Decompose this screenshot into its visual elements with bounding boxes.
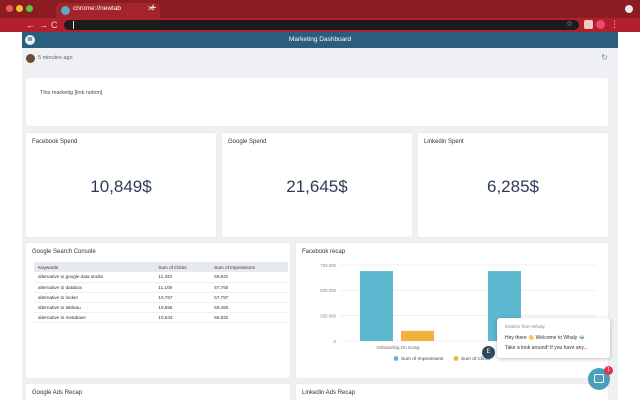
table-row: alternative to metabase 10,643 56,832	[34, 312, 288, 323]
y-tick-label: 250,000	[320, 313, 336, 318]
table-cell: alternative to metabase	[34, 312, 155, 323]
app-header: W Marketing Dashboard	[22, 32, 618, 48]
user-avatar[interactable]	[26, 54, 35, 63]
tab-title: chrome://newtab	[73, 5, 122, 12]
legend-swatch	[393, 356, 399, 361]
table-cell: 11,108	[154, 282, 211, 293]
x-tick-label: Onboarding On Going	[377, 345, 421, 350]
column-header-keywords[interactable]: Keywords	[34, 262, 155, 272]
table-cell: alternative to tableau	[34, 302, 155, 313]
back-arrow-icon[interactable]: ←	[26, 20, 35, 30]
table-cell: 57,797	[210, 292, 288, 303]
column-header-impressions[interactable]: Sum of Impressions	[210, 262, 288, 272]
card-title: Linkedin Ads Recap	[302, 390, 356, 396]
bookmark-star-icon[interactable]: ☆	[565, 19, 573, 28]
card-title: Google Search Console	[32, 249, 96, 255]
whaly-logo-icon[interactable]: W	[25, 35, 35, 45]
table-cell: 10,767	[154, 292, 211, 303]
kpi-title: Linkedin Spent	[424, 139, 464, 145]
legend-label: Sum of Impressions	[401, 356, 444, 362]
tab-close-icon[interactable]: ✕	[147, 4, 154, 13]
window-minimize-button[interactable]	[16, 5, 23, 12]
table-cell: 59,450	[210, 302, 288, 313]
chat-agent-avatar[interactable]: E	[482, 346, 495, 359]
kpi-title: Google Spend	[228, 139, 267, 145]
table-cell: 59,831	[210, 272, 288, 283]
browser-tab-bar: chrome://newtab ✕ +	[0, 0, 640, 18]
chat-message-line: Take a look around! If you have any...	[505, 345, 588, 351]
extensions-puzzle-icon[interactable]	[584, 20, 593, 29]
table-cell: alternative to databox	[34, 282, 155, 293]
table-cell: 10,656	[154, 302, 211, 313]
new-tab-button[interactable]: +	[150, 2, 157, 14]
page-title: Marketing Dashboard	[288, 36, 352, 43]
kpi-value: 6,285$	[487, 177, 539, 196]
chat-message-popup[interactable]: Ibrahim from Whaly Hey there 👋 Welcome t…	[497, 318, 610, 358]
unread-badge: 1	[604, 366, 613, 375]
google-ads-recap-card: Google Ads Recap	[26, 384, 290, 400]
address-bar[interactable]: ☆	[64, 19, 579, 30]
y-tick-label: 0	[334, 339, 337, 344]
y-tick-label: 750,000	[320, 263, 336, 268]
text-caret	[73, 21, 74, 29]
card-title: Google Ads Recap	[32, 390, 83, 396]
note-card: This marketig [link notion]	[26, 78, 608, 126]
chat-message-line: Hey there 👋 Welcome to Whaly 🐳	[505, 335, 585, 341]
forward-arrow-icon[interactable]: →	[39, 20, 48, 30]
table-row: alternative to looker 10,767 57,797	[34, 292, 288, 303]
table-row: alternative to databox 11,108 57,750	[34, 282, 288, 293]
keywords-table: Keywords Sum of Clicks Sum of Impression…	[34, 262, 288, 323]
dashboard-canvas: 5 minutes ago ↻ This marketig [link noti…	[22, 48, 618, 400]
window-close-button[interactable]	[6, 5, 13, 12]
table-cell: 56,832	[210, 312, 288, 323]
profile-avatar-icon[interactable]	[596, 20, 605, 29]
kpi-card-linkedin-spent: Linkedin Spent 6,285$	[418, 133, 608, 237]
y-tick-label: 500,000	[320, 288, 336, 293]
table-cell: 57,750	[210, 282, 288, 293]
reload-icon[interactable]: C	[51, 20, 58, 30]
kpi-title: Facebook Spend	[32, 139, 78, 145]
last-updated-text: 5 minutes ago	[38, 55, 73, 61]
table-cell: alternative to google data studio	[34, 272, 155, 283]
note-text[interactable]: This marketig [link notion]	[40, 90, 103, 96]
kpi-card-google-spend: Google Spend 21,645$	[222, 133, 412, 237]
card-title: Facebook recap	[302, 249, 346, 255]
kpi-value: 21,645$	[286, 177, 348, 196]
column-header-clicks[interactable]: Sum of Clicks	[154, 262, 211, 272]
bar-sum-of-impressions	[360, 271, 393, 341]
browser-toolbar: ← → C ☆ ⋮	[0, 18, 640, 32]
table-cell: 10,643	[154, 312, 211, 323]
table-row: alternative to tableau 10,656 59,450	[34, 302, 288, 313]
legend-swatch	[453, 356, 459, 361]
table-cell: alternative to looker	[34, 292, 155, 303]
refresh-icon[interactable]: ↻	[601, 53, 608, 62]
bar-sum-of-clicks	[401, 330, 434, 341]
chat-sender: Ibrahim from Whaly	[505, 324, 545, 329]
browser-menu-icon[interactable]	[625, 5, 633, 13]
browser-tab[interactable]: chrome://newtab ✕	[56, 3, 160, 18]
legend-label: Sum of Clicks	[461, 356, 491, 362]
table-header-row: Keywords Sum of Clicks Sum of Impression…	[34, 262, 288, 272]
kpi-value: 10,849$	[90, 177, 152, 196]
window-maximize-button[interactable]	[26, 5, 33, 12]
google-search-console-card: Google Search Console Keywords Sum of Cl…	[26, 243, 290, 378]
kpi-card-facebook-spend: Facebook Spend 10,849$	[26, 133, 216, 237]
tab-favicon-icon	[61, 6, 70, 15]
linkedin-ads-recap-card: Linkedin Ads Recap	[296, 384, 608, 400]
facebook-recap-chart: 0 250,000 500,000 750,000 Onboarding On Goin…	[320, 263, 596, 362]
browser-kebab-menu-icon[interactable]: ⋮	[610, 19, 619, 29]
chat-bubble-icon	[594, 374, 604, 383]
table-cell: 11,333	[154, 272, 211, 283]
table-row: alternative to google data studio 11,333…	[34, 272, 288, 283]
